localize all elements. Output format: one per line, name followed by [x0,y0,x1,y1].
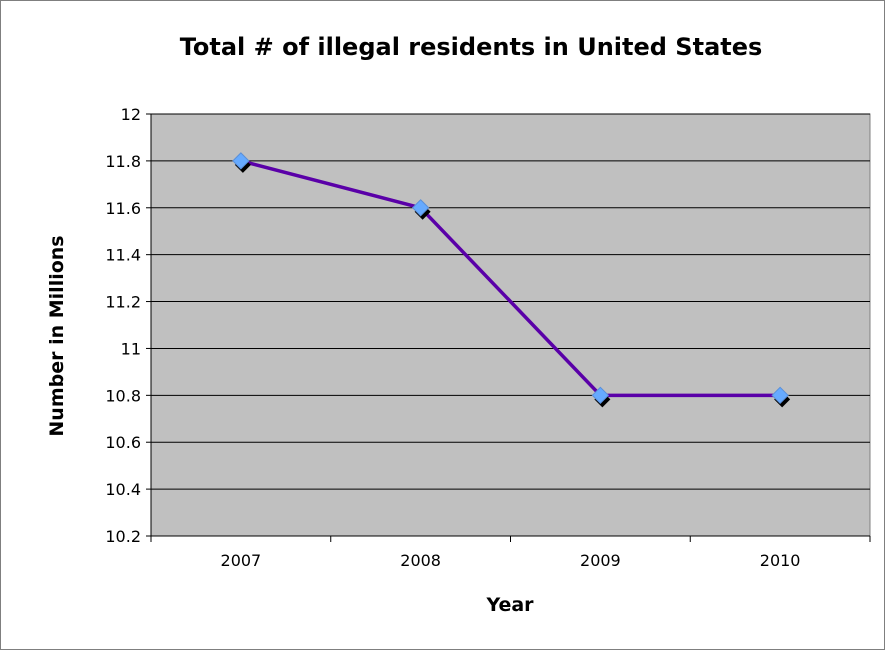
data-point [771,386,789,405]
y-tick-label: 11.8 [105,152,141,171]
y-tick-label: 11.6 [105,199,141,218]
x-tick-label: 2009 [580,551,621,570]
x-tick-label: 2010 [760,551,801,570]
data-point [591,386,610,405]
series-line [240,159,781,398]
y-tick-label: 11.2 [105,293,141,312]
data-point [232,152,250,170]
x-tick-label: 2008 [400,551,441,570]
chart-title: Total # of illegal residents in United S… [180,33,763,61]
y-axis-ticks: 10.2 10.4 10.6 10.8 11 11.2 11.4 11.6 11.8 12 [105,105,151,546]
data-point [411,199,430,217]
x-tick-label: 2007 [221,551,262,570]
y-tick-label: 10.4 [105,480,141,499]
y-tick-label: 11.4 [105,246,141,265]
plot-area [150,113,871,537]
y-tick-label: 10.8 [105,386,141,405]
x-axis-title: Year [485,594,534,616]
y-tick-label: 10.2 [105,527,141,546]
y-tick-label: 12 [121,105,141,124]
data-series [232,152,791,408]
y-tick-label: 10.6 [105,433,141,452]
y-axis-title: Number in Millions [46,235,68,436]
y-tick-label: 11 [121,339,141,358]
x-axis-ticks: 2007 2008 2009 2010 [150,536,871,570]
